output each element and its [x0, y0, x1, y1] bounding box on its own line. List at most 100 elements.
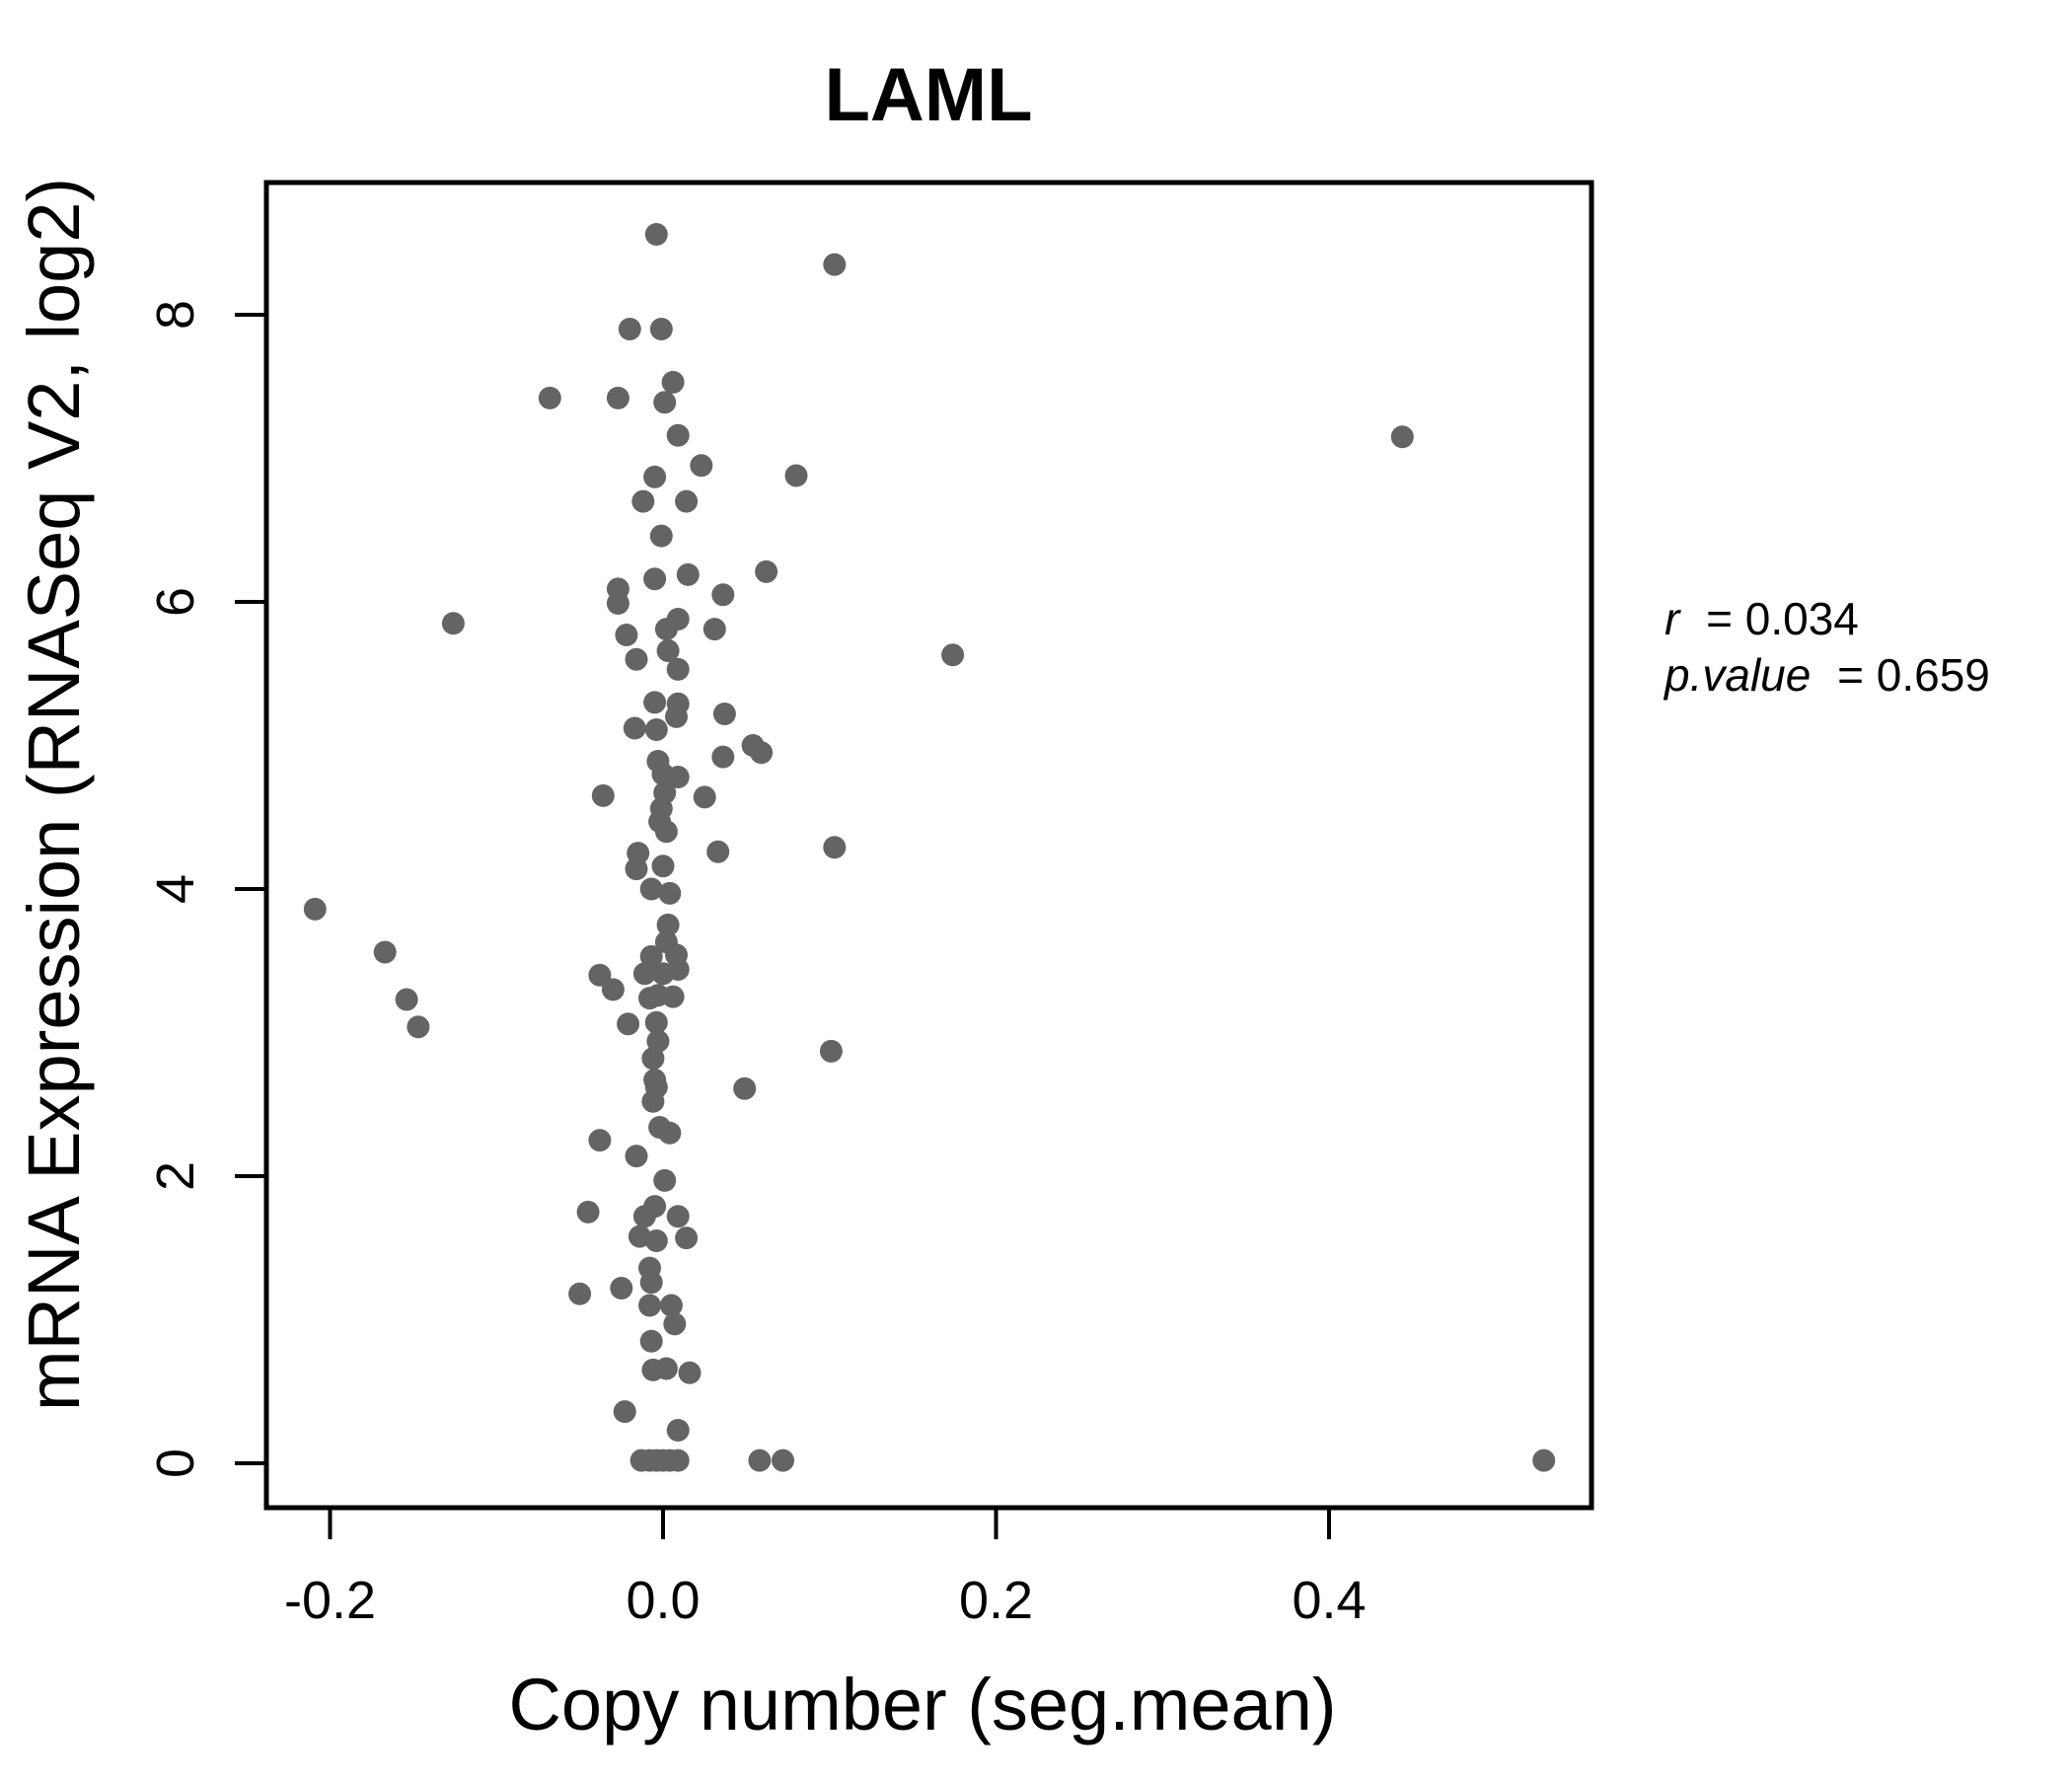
data-point	[678, 1361, 702, 1384]
x-axis-label: Copy number (seg.mean)	[508, 1664, 1336, 1745]
data-point	[639, 1329, 663, 1353]
data-point	[661, 985, 685, 1008]
data-point	[623, 716, 646, 740]
data-point	[772, 1448, 794, 1472]
y-tick-label: 4	[146, 874, 205, 904]
data-point	[666, 423, 690, 447]
annotation-pvalue-var: p.value	[1663, 649, 1811, 701]
data-point	[641, 1089, 665, 1113]
data-point	[613, 1400, 636, 1424]
y-tick-label: 2	[146, 1161, 205, 1191]
data-point	[1390, 425, 1414, 449]
data-point	[641, 1047, 665, 1071]
data-point	[588, 963, 612, 987]
data-point	[646, 1029, 670, 1053]
data-point	[666, 766, 690, 788]
data-point	[538, 386, 561, 409]
data-point	[649, 524, 673, 548]
data-point	[638, 987, 661, 1010]
data-point	[658, 881, 682, 905]
data-point	[576, 1200, 600, 1224]
annotation-r: r = 0.034	[1665, 593, 1859, 644]
data-point	[618, 318, 641, 340]
data-point	[656, 639, 680, 662]
plot-box	[263, 180, 1594, 1511]
data-point	[659, 1294, 683, 1317]
data-point	[703, 618, 726, 641]
data-point	[407, 1015, 430, 1039]
data-point	[610, 1277, 633, 1299]
data-point	[606, 386, 629, 409]
data-point	[706, 840, 730, 863]
data-point	[441, 612, 465, 635]
data-point	[638, 1294, 661, 1317]
data-point	[823, 836, 847, 859]
data-point	[666, 1419, 690, 1442]
data-point	[711, 745, 735, 769]
annotation-r-var: r	[1665, 593, 1681, 644]
data-point	[819, 1039, 843, 1063]
data-point	[568, 1282, 592, 1305]
data-point	[666, 657, 690, 681]
data-point	[631, 489, 655, 513]
y-tick-label: 0	[146, 1448, 205, 1478]
data-point	[666, 1205, 690, 1228]
data-point	[654, 1357, 678, 1380]
y-tick-label: 6	[146, 587, 205, 617]
data-point	[658, 1121, 682, 1145]
data-point	[653, 1168, 677, 1192]
data-point	[1532, 1448, 1556, 1472]
data-point	[941, 643, 965, 667]
data-point	[651, 854, 675, 878]
data-point	[712, 703, 736, 725]
data-point	[643, 465, 667, 488]
y-axis-label: mRNA Expression (RNASeq V2, log2)	[13, 178, 95, 1411]
data-point	[666, 1448, 690, 1472]
data-point	[675, 1226, 699, 1250]
data-point	[665, 705, 688, 728]
y-tick-label: 8	[146, 300, 205, 330]
data-point	[711, 583, 735, 607]
x-tick-label: 0.2	[959, 1571, 1033, 1630]
data-point	[750, 741, 774, 765]
scatter-points	[303, 223, 1556, 1472]
data-point	[748, 1448, 772, 1472]
data-point	[625, 1145, 648, 1168]
annotation-pvalue-value: = 0.659	[1837, 649, 1990, 701]
data-point	[591, 783, 615, 807]
data-point	[644, 1229, 668, 1252]
data-point	[649, 318, 673, 340]
data-point	[690, 454, 713, 478]
annotation-r-value: = 0.034	[1706, 593, 1859, 644]
data-point	[639, 1271, 663, 1295]
x-tick-label: 0.0	[626, 1571, 700, 1630]
data-point	[656, 913, 680, 936]
data-point	[632, 1205, 656, 1228]
data-point	[643, 567, 667, 591]
plot-title: LAML	[824, 53, 1032, 137]
data-point	[625, 857, 648, 881]
data-point	[676, 562, 700, 586]
data-point	[615, 624, 638, 646]
data-point	[661, 370, 685, 394]
data-point	[303, 897, 327, 921]
data-point	[606, 592, 629, 615]
data-point	[395, 988, 418, 1011]
data-point	[663, 1312, 687, 1336]
data-point	[654, 820, 678, 844]
data-point	[666, 958, 690, 981]
data-point	[644, 718, 668, 741]
data-point	[644, 223, 668, 246]
data-point	[588, 1129, 612, 1152]
x-axis-ticks: -0.2 0.0 0.2 0.4	[284, 1508, 1367, 1630]
data-point	[373, 940, 397, 964]
y-axis-ticks: 0 2 4 6 8	[146, 300, 266, 1478]
data-point	[639, 944, 663, 968]
data-point	[784, 464, 808, 487]
data-point	[693, 785, 716, 809]
data-point	[823, 253, 847, 276]
data-point	[653, 391, 677, 414]
data-point	[675, 489, 699, 513]
